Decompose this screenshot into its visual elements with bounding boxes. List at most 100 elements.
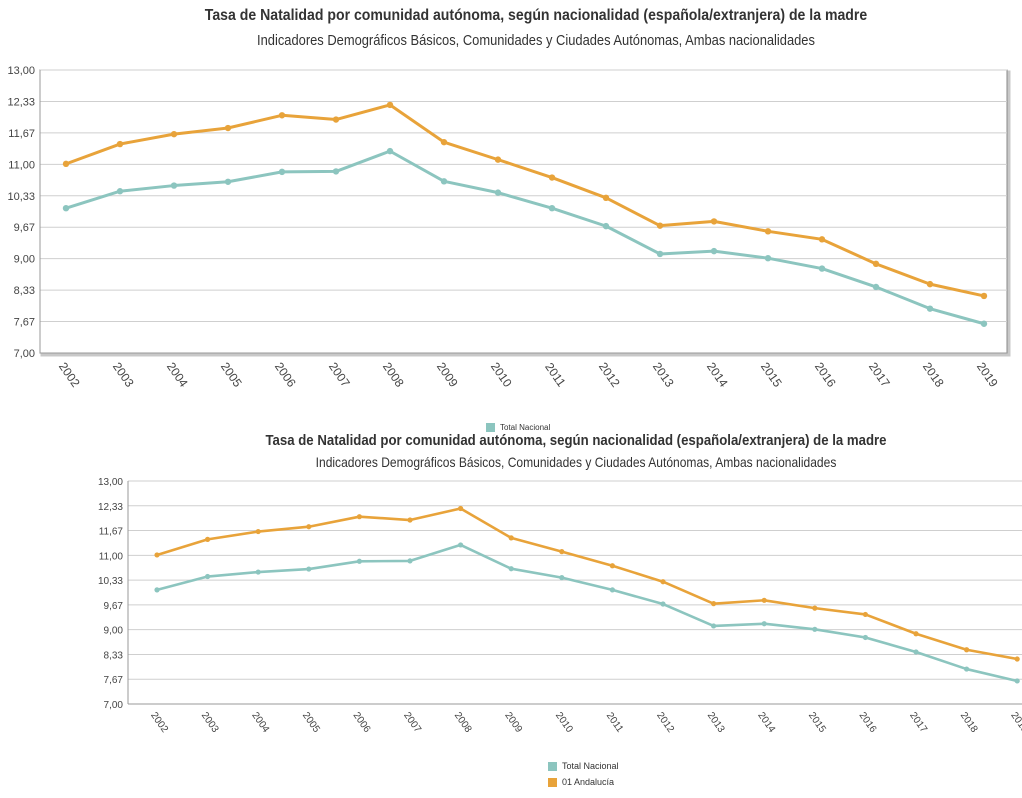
y-tick-label: 11,00 bbox=[99, 551, 124, 562]
data-point[interactable] bbox=[205, 536, 211, 542]
data-point[interactable] bbox=[711, 623, 717, 629]
data-point[interactable] bbox=[862, 611, 869, 618]
data-point[interactable] bbox=[332, 116, 340, 123]
legend-item[interactable]: Total Nacional bbox=[486, 421, 550, 432]
data-point[interactable] bbox=[494, 156, 502, 163]
data-point[interactable] bbox=[660, 601, 666, 607]
y-tick-label: 9,00 bbox=[14, 254, 35, 266]
data-point[interactable] bbox=[306, 566, 312, 572]
data-point[interactable] bbox=[154, 552, 160, 558]
data-point[interactable] bbox=[926, 280, 934, 288]
data-point[interactable] bbox=[278, 112, 286, 119]
data-point[interactable] bbox=[711, 601, 717, 607]
data-point[interactable] bbox=[872, 260, 880, 268]
data-point[interactable] bbox=[926, 305, 934, 312]
data-point[interactable] bbox=[818, 265, 826, 272]
data-point[interactable] bbox=[356, 514, 362, 520]
y-tick-label: 9,00 bbox=[104, 626, 124, 637]
x-tick-label: 2005 bbox=[218, 360, 245, 390]
legend-label: Total Nacional bbox=[562, 761, 619, 771]
data-point[interactable] bbox=[913, 649, 919, 655]
data-point[interactable] bbox=[980, 320, 988, 327]
data-point[interactable] bbox=[508, 535, 514, 541]
data-point[interactable] bbox=[494, 189, 502, 196]
legend-item[interactable]: 01 Andalucía bbox=[548, 774, 619, 790]
data-point[interactable] bbox=[980, 292, 988, 300]
data-point[interactable] bbox=[872, 283, 880, 291]
data-point[interactable] bbox=[255, 528, 261, 535]
data-point[interactable] bbox=[440, 178, 448, 185]
y-tick-label: 7,67 bbox=[104, 675, 124, 686]
series-line-01-andalucía bbox=[156, 507, 1018, 661]
data-point[interactable] bbox=[224, 124, 232, 132]
x-tick-label: 2019 bbox=[974, 360, 1001, 390]
data-point[interactable] bbox=[1014, 678, 1020, 684]
data-point[interactable] bbox=[116, 140, 124, 148]
data-point[interactable] bbox=[812, 626, 818, 632]
line-chart-plot: 7,00 7,67 8,33 9,00 9,67 10,33 11,00 11,67 12,33… bbox=[98, 477, 1022, 735]
data-point[interactable] bbox=[255, 569, 261, 575]
legend-label: Total Nacional bbox=[500, 423, 551, 432]
data-point[interactable] bbox=[278, 168, 286, 176]
data-point[interactable] bbox=[559, 549, 565, 555]
y-tick-label: 8,33 bbox=[104, 650, 124, 661]
data-point[interactable] bbox=[1014, 656, 1020, 662]
data-point[interactable] bbox=[764, 254, 772, 262]
x-tick-label: 2003 bbox=[110, 360, 137, 390]
data-point[interactable] bbox=[205, 573, 211, 580]
data-point[interactable] bbox=[62, 204, 70, 212]
data-point[interactable] bbox=[116, 188, 124, 195]
data-point[interactable] bbox=[386, 101, 394, 109]
data-point[interactable] bbox=[548, 204, 556, 212]
data-point[interactable] bbox=[548, 174, 556, 181]
y-tick-label: 13,00 bbox=[7, 65, 35, 77]
data-point[interactable] bbox=[964, 666, 970, 672]
y-tick-label: 7,67 bbox=[14, 317, 35, 329]
data-point[interactable] bbox=[602, 194, 610, 202]
data-point[interactable] bbox=[407, 558, 413, 564]
data-point[interactable] bbox=[609, 587, 616, 593]
x-tick-label: 2003 bbox=[199, 710, 221, 735]
data-point[interactable] bbox=[913, 631, 919, 637]
data-point[interactable] bbox=[458, 505, 464, 512]
x-tick-label: 2019 bbox=[1008, 710, 1022, 735]
data-point[interactable] bbox=[559, 575, 565, 581]
data-point[interactable] bbox=[306, 524, 312, 530]
legend-item[interactable]: Total Nacional bbox=[548, 758, 619, 774]
data-point[interactable] bbox=[224, 178, 232, 185]
data-point[interactable] bbox=[764, 228, 772, 235]
data-point[interactable] bbox=[508, 566, 514, 572]
data-point[interactable] bbox=[407, 517, 413, 523]
data-point[interactable] bbox=[964, 647, 970, 653]
data-point[interactable] bbox=[761, 621, 767, 627]
data-point[interactable] bbox=[170, 130, 178, 138]
data-point[interactable] bbox=[458, 542, 464, 548]
data-point[interactable] bbox=[656, 250, 664, 258]
data-point[interactable] bbox=[602, 222, 610, 230]
x-tick-label: 2009 bbox=[502, 710, 524, 735]
data-point[interactable] bbox=[386, 147, 394, 155]
data-point[interactable] bbox=[62, 160, 70, 168]
x-tick-label: 2011 bbox=[542, 360, 568, 389]
data-point[interactable] bbox=[656, 222, 664, 229]
x-tick-label: 2008 bbox=[452, 710, 474, 735]
data-point[interactable] bbox=[170, 182, 178, 189]
data-point[interactable] bbox=[710, 218, 718, 225]
series-line-total-nacional bbox=[156, 543, 1018, 683]
data-point[interactable] bbox=[761, 597, 767, 603]
x-tick-label: 2017 bbox=[866, 360, 893, 390]
data-point[interactable] bbox=[660, 579, 666, 585]
data-point[interactable] bbox=[154, 587, 160, 593]
data-point[interactable] bbox=[710, 247, 718, 255]
data-point[interactable] bbox=[609, 563, 616, 569]
data-point[interactable] bbox=[332, 168, 340, 175]
legend-swatch bbox=[548, 777, 557, 787]
x-tick-label: 2009 bbox=[434, 360, 461, 390]
data-point[interactable] bbox=[812, 605, 818, 611]
x-tick-label: 2005 bbox=[300, 710, 322, 735]
data-point[interactable] bbox=[440, 138, 448, 146]
data-point[interactable] bbox=[862, 634, 869, 641]
data-point[interactable] bbox=[356, 558, 362, 564]
data-point[interactable] bbox=[818, 236, 826, 243]
x-tick-label: 2015 bbox=[806, 710, 828, 735]
